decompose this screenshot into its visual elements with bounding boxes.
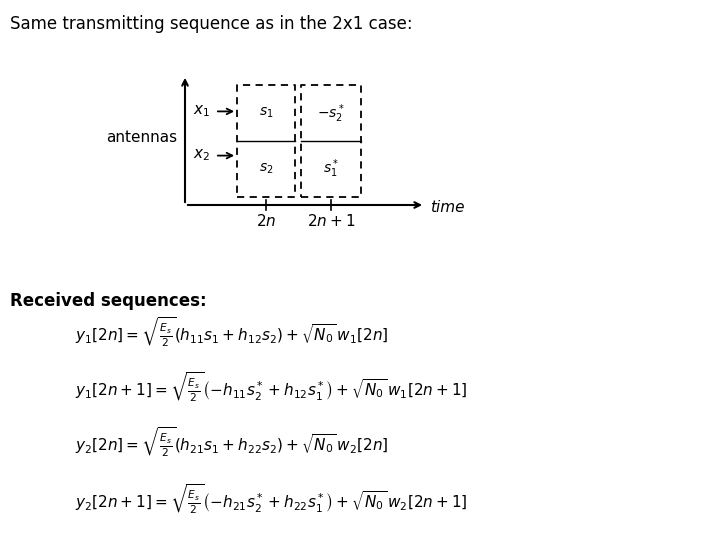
- Text: antennas: antennas: [106, 130, 177, 145]
- Text: $y_1[2n]=\sqrt{\frac{E_s}{2}}\left(h_{11}s_1+h_{12}s_2\right)+\sqrt{N_0}\,w_1[2n: $y_1[2n]=\sqrt{\frac{E_s}{2}}\left(h_{11…: [75, 315, 389, 348]
- Text: $y_1[2n+1]=\sqrt{\frac{E_s}{2}}\left(-h_{11}s_2^*+h_{12}s_1^*\right)+\sqrt{N_0}\: $y_1[2n+1]=\sqrt{\frac{E_s}{2}}\left(-h_…: [75, 370, 468, 403]
- Text: Received sequences:: Received sequences:: [10, 292, 207, 310]
- Text: $x_2$: $x_2$: [193, 148, 210, 164]
- Text: $-s_2^*$: $-s_2^*$: [317, 102, 345, 125]
- Text: $2n+1$: $2n+1$: [307, 213, 355, 229]
- Text: $s_1^*$: $s_1^*$: [323, 158, 339, 180]
- Text: $y_2[2n]=\sqrt{\frac{E_s}{2}}\left(h_{21}s_1+h_{22}s_2\right)+\sqrt{N_0}\,w_2[2n: $y_2[2n]=\sqrt{\frac{E_s}{2}}\left(h_{21…: [75, 425, 389, 458]
- Text: $s_2$: $s_2$: [258, 162, 273, 176]
- Text: $x_1$: $x_1$: [193, 104, 210, 119]
- Text: $y_2[2n+1]=\sqrt{\frac{E_s}{2}}\left(-h_{21}s_2^*+h_{22}s_1^*\right)+\sqrt{N_0}\: $y_2[2n+1]=\sqrt{\frac{E_s}{2}}\left(-h_…: [75, 482, 468, 515]
- Text: Same transmitting sequence as in the 2x1 case:: Same transmitting sequence as in the 2x1…: [10, 15, 413, 33]
- Text: $s_1$: $s_1$: [258, 106, 273, 120]
- Text: $2n$: $2n$: [256, 213, 276, 229]
- Text: time: time: [430, 199, 464, 214]
